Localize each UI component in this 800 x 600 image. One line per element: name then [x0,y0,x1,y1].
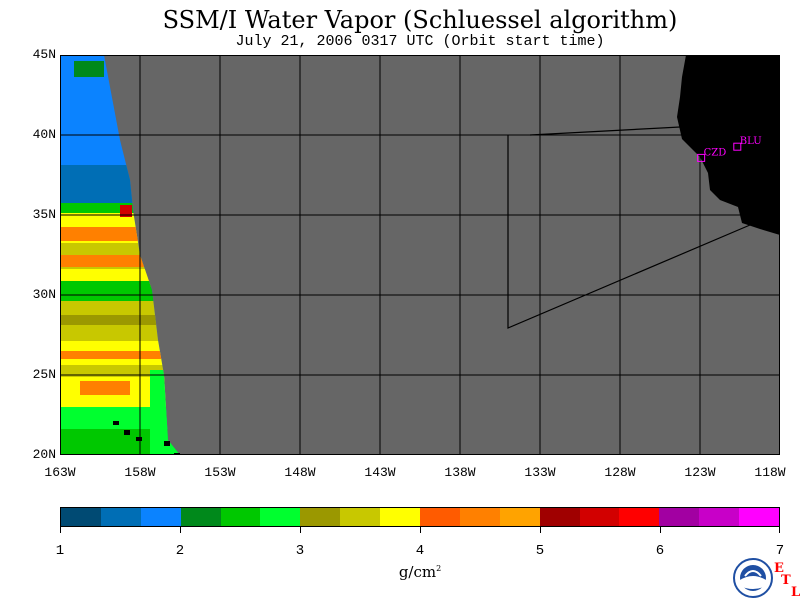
colorbar-tick [420,527,421,533]
colorbar-tick [180,527,181,533]
colorbar-swatch [459,508,500,526]
station-label: CZD [704,147,727,158]
latitude-label: 45N [32,47,56,62]
colorbar-tick [540,527,541,533]
colorbar-swatch [100,508,141,526]
colorbar-tick [660,527,661,533]
colorbar-swatch [140,508,181,526]
colorbar-swatch [180,508,221,526]
no-data-background [60,55,780,455]
station-label: BLU [740,136,762,147]
colorbar-swatch [260,508,301,526]
etl-letter: E [774,561,784,576]
colorbar-swatch [499,508,540,526]
colorbar-swatch [619,508,660,526]
colorbar-swatch [220,508,261,526]
map-title: SSM/I Water Vapor (Schluessel algorithm) [162,6,678,34]
colorbar-swatch [300,508,341,526]
colorbar-swatch [340,508,381,526]
colorbar-label: 4 [415,543,425,559]
station-marker [697,153,706,162]
colorbar-swatch [420,508,460,526]
colorbar-swatch [699,508,740,526]
station-marker [733,142,742,151]
colorbar-label: 1 [55,543,65,559]
etl-letter: T [781,573,791,588]
colorbar-label: 3 [295,543,305,559]
longitude-label: 138W [444,465,476,480]
station-markers: CZD BLU [697,136,762,162]
latitude-label: 20N [32,447,56,462]
colorbar-label: 6 [655,543,665,559]
etl-letter: L [791,585,800,600]
flight-track [507,135,751,329]
flight-track-north [529,126,681,136]
colorbar [60,507,780,527]
colorbar-swatch [61,508,101,526]
colorbar-label: 2 [175,543,185,559]
colorbar-swatch [539,508,580,526]
longitude-label: 163W [44,465,76,480]
latitude-label: 35N [32,207,56,222]
longitude-label: 128W [604,465,636,480]
latitude-label: 40N [32,127,56,142]
lat-lon-grid [60,55,780,455]
longitude-label: 133W [524,465,556,480]
map-border [60,55,780,455]
longitude-label: 153W [204,465,236,480]
units-exponent: 2 [436,564,442,573]
longitude-label: 158W [124,465,156,480]
colorbar-tick [60,527,61,533]
colorbar-tick [300,527,301,533]
latitude-label: 25N [32,367,56,382]
colorbar-swatch [739,508,780,526]
water-vapor-map: CZD BLU [60,55,780,455]
colorbar-swatch [579,508,620,526]
colorbar-tick [779,527,780,533]
units-base: g/cm [398,563,437,581]
noaa-logo [733,558,773,598]
colorbar-label: 5 [535,543,545,559]
map-subtitle: July 21, 2006 0317 UTC (Orbit start time… [235,33,605,50]
longitude-label: 148W [284,465,316,480]
colorbar-units: g/cm2 [370,563,470,581]
longitude-label: 118W [754,465,786,480]
longitude-label: 143W [364,465,396,480]
colorbar-swatch [659,508,700,526]
land-mass-california [677,55,780,235]
latitude-label: 30N [32,287,56,302]
colorbar-label: 7 [775,543,785,559]
longitude-label: 123W [684,465,716,480]
colorbar-swatch [380,508,421,526]
